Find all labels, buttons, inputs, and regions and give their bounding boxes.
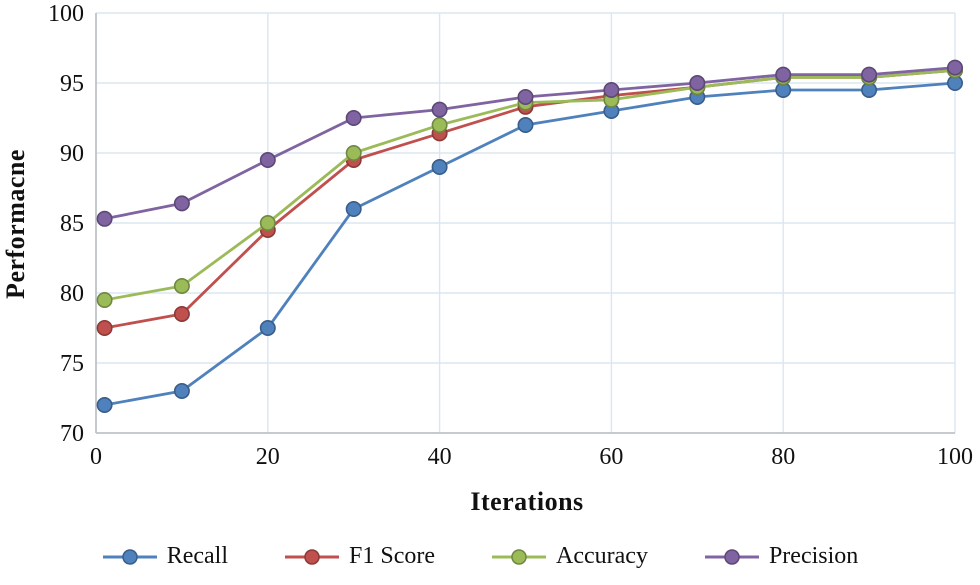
data-point-accuracy [431,117,448,134]
legend-item-precision: Precision [704,543,858,570]
y-tick-label: 95 [60,71,84,97]
data-point-recall [96,396,113,413]
data-point-precision [689,75,706,92]
data-point-recall [259,319,276,336]
data-point-precision [517,89,534,106]
chart-legend: Recall F1 Score Accuracy Precision [0,543,960,570]
y-tick-label: 70 [60,421,84,447]
x-tick-label: 0 [90,444,102,470]
data-point-accuracy [96,291,113,308]
data-point-recall [173,382,190,399]
legend-item-recall: Recall [102,543,228,570]
legend-marker-f1-score [285,548,340,565]
legend-marker-accuracy [492,548,547,565]
legend-item-accuracy: Accuracy [491,543,648,570]
legend-item-f1-score: F1 Score [284,543,435,570]
x-tick-label: 40 [428,444,452,470]
data-point-precision [431,101,448,118]
legend-label-f1-score: F1 Score [349,543,436,569]
y-tick-label: 85 [60,211,84,237]
y-tick-label: 75 [60,351,84,377]
y-tick-label: 100 [48,1,84,27]
x-tick-label: 100 [937,444,973,470]
y-tick-label: 90 [60,141,84,167]
x-tick-label: 60 [599,444,623,470]
data-point-f1-score [173,305,190,322]
data-point-precision [96,210,113,227]
x-axis-title: Iterations [470,487,584,516]
legend-label-recall: Recall [166,543,229,569]
y-tick-label: 80 [60,281,84,307]
data-point-precision [861,66,878,83]
legend-label-accuracy: Accuracy [556,543,648,569]
x-tick-label: 20 [256,444,280,470]
data-point-accuracy [345,145,362,162]
data-point-precision [259,152,276,169]
x-tick-label: 80 [771,444,795,470]
data-point-recall [345,201,362,218]
data-point-precision [775,66,792,83]
legend-label-precision: Precision [768,543,859,569]
data-point-precision [173,195,190,212]
legend-marker-recall [102,548,157,565]
data-point-precision [345,110,362,127]
y-axis-title: Performacne [1,149,30,299]
data-point-f1-score [96,319,113,336]
data-point-recall [431,159,448,176]
data-point-accuracy [173,277,190,294]
data-point-accuracy [259,215,276,232]
data-point-precision [603,82,620,99]
data-point-recall [517,117,534,134]
data-point-precision [946,59,963,76]
legend-marker-precision [704,548,759,565]
